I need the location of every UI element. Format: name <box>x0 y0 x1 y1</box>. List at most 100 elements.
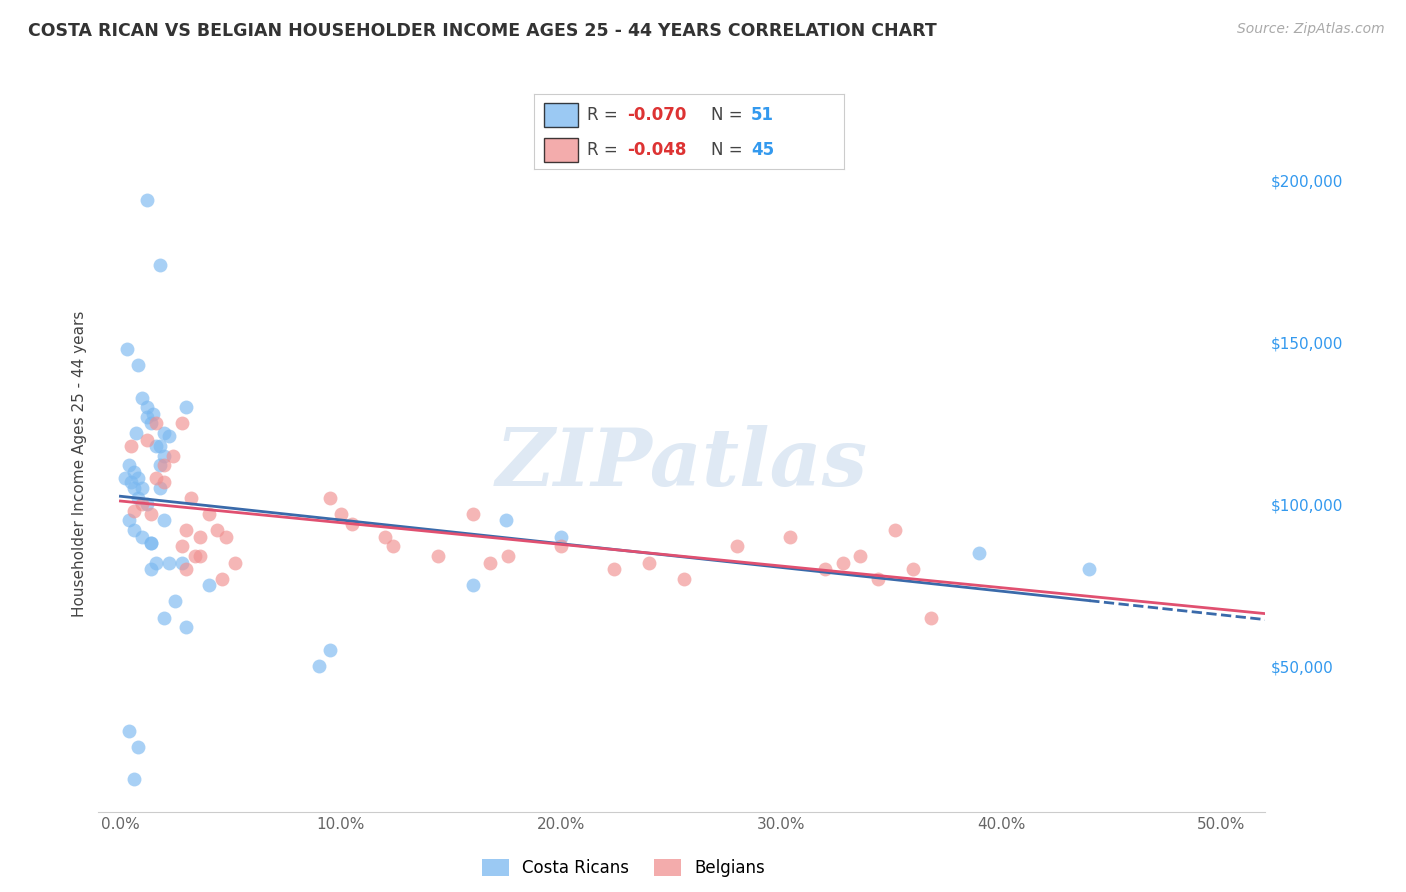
Point <box>122 523 145 537</box>
Point <box>172 417 194 431</box>
Point <box>207 523 229 537</box>
Point <box>157 429 180 443</box>
Point <box>135 193 157 207</box>
Text: Source: ZipAtlas.com: Source: ZipAtlas.com <box>1237 22 1385 37</box>
Point <box>127 739 149 754</box>
Point <box>180 491 202 505</box>
Point <box>122 772 145 787</box>
Point <box>114 471 136 485</box>
Point <box>224 556 246 570</box>
Point <box>318 643 340 657</box>
Point <box>849 549 872 563</box>
Point <box>135 409 157 424</box>
Point <box>118 458 141 473</box>
Point <box>374 530 396 544</box>
FancyBboxPatch shape <box>544 103 578 127</box>
Point <box>188 530 211 544</box>
Point <box>461 507 484 521</box>
Point <box>141 562 163 576</box>
Text: -0.048: -0.048 <box>627 141 686 159</box>
Text: R =: R = <box>586 106 623 124</box>
Point <box>831 556 853 570</box>
Point <box>141 536 163 550</box>
Point <box>153 610 176 624</box>
Point <box>340 516 363 531</box>
Point <box>120 439 142 453</box>
Point <box>131 481 153 495</box>
Point <box>725 540 748 554</box>
Point <box>153 475 176 489</box>
Point <box>135 433 157 447</box>
Point <box>135 401 157 415</box>
Text: 45: 45 <box>751 141 773 159</box>
Point <box>142 407 165 421</box>
Point <box>127 471 149 485</box>
Point <box>673 572 696 586</box>
Point <box>814 562 837 576</box>
Point <box>1078 562 1101 576</box>
Point <box>149 258 172 272</box>
Point <box>172 540 194 554</box>
Point <box>145 417 167 431</box>
Text: ZIPatlas: ZIPatlas <box>496 425 868 502</box>
Point <box>920 610 942 624</box>
Point <box>165 594 187 608</box>
Text: 51: 51 <box>751 106 773 124</box>
Point <box>145 556 167 570</box>
Point <box>153 513 176 527</box>
Point <box>176 401 198 415</box>
Point <box>157 556 180 570</box>
Point <box>153 449 176 463</box>
Point <box>308 659 330 673</box>
Point <box>197 507 219 521</box>
Point <box>149 458 172 473</box>
Point <box>172 556 194 570</box>
Text: R =: R = <box>586 141 623 159</box>
Point <box>329 507 352 521</box>
Point <box>145 439 167 453</box>
Point <box>149 439 172 453</box>
Point <box>382 540 405 554</box>
Point <box>141 536 163 550</box>
Point <box>184 549 207 563</box>
Point <box>122 504 145 518</box>
Point <box>141 417 163 431</box>
Point <box>496 549 519 563</box>
Point <box>550 530 572 544</box>
Point <box>866 572 889 586</box>
Point <box>901 562 924 576</box>
Point <box>125 426 148 441</box>
Point <box>638 556 661 570</box>
Point <box>122 465 145 479</box>
Point <box>211 572 233 586</box>
Point <box>550 540 572 554</box>
Point <box>884 523 907 537</box>
Text: N =: N = <box>710 106 748 124</box>
Point <box>779 530 801 544</box>
Point <box>215 530 238 544</box>
Point <box>162 449 184 463</box>
Point <box>188 549 211 563</box>
Point <box>131 497 153 511</box>
Point <box>131 391 153 405</box>
Point <box>318 491 340 505</box>
Point <box>153 458 176 473</box>
Point <box>176 620 198 634</box>
Point <box>115 342 138 356</box>
Point <box>122 481 145 495</box>
Point <box>141 507 163 521</box>
Point <box>127 491 149 505</box>
Point <box>135 497 157 511</box>
Point <box>176 562 198 576</box>
Point <box>120 475 142 489</box>
Point <box>461 578 484 592</box>
FancyBboxPatch shape <box>544 137 578 161</box>
Point <box>176 523 198 537</box>
Point <box>153 426 176 441</box>
Point <box>197 578 219 592</box>
Point <box>967 546 990 560</box>
Point <box>495 513 517 527</box>
Point <box>602 562 624 576</box>
Text: COSTA RICAN VS BELGIAN HOUSEHOLDER INCOME AGES 25 - 44 YEARS CORRELATION CHART: COSTA RICAN VS BELGIAN HOUSEHOLDER INCOM… <box>28 22 936 40</box>
Point <box>479 556 502 570</box>
